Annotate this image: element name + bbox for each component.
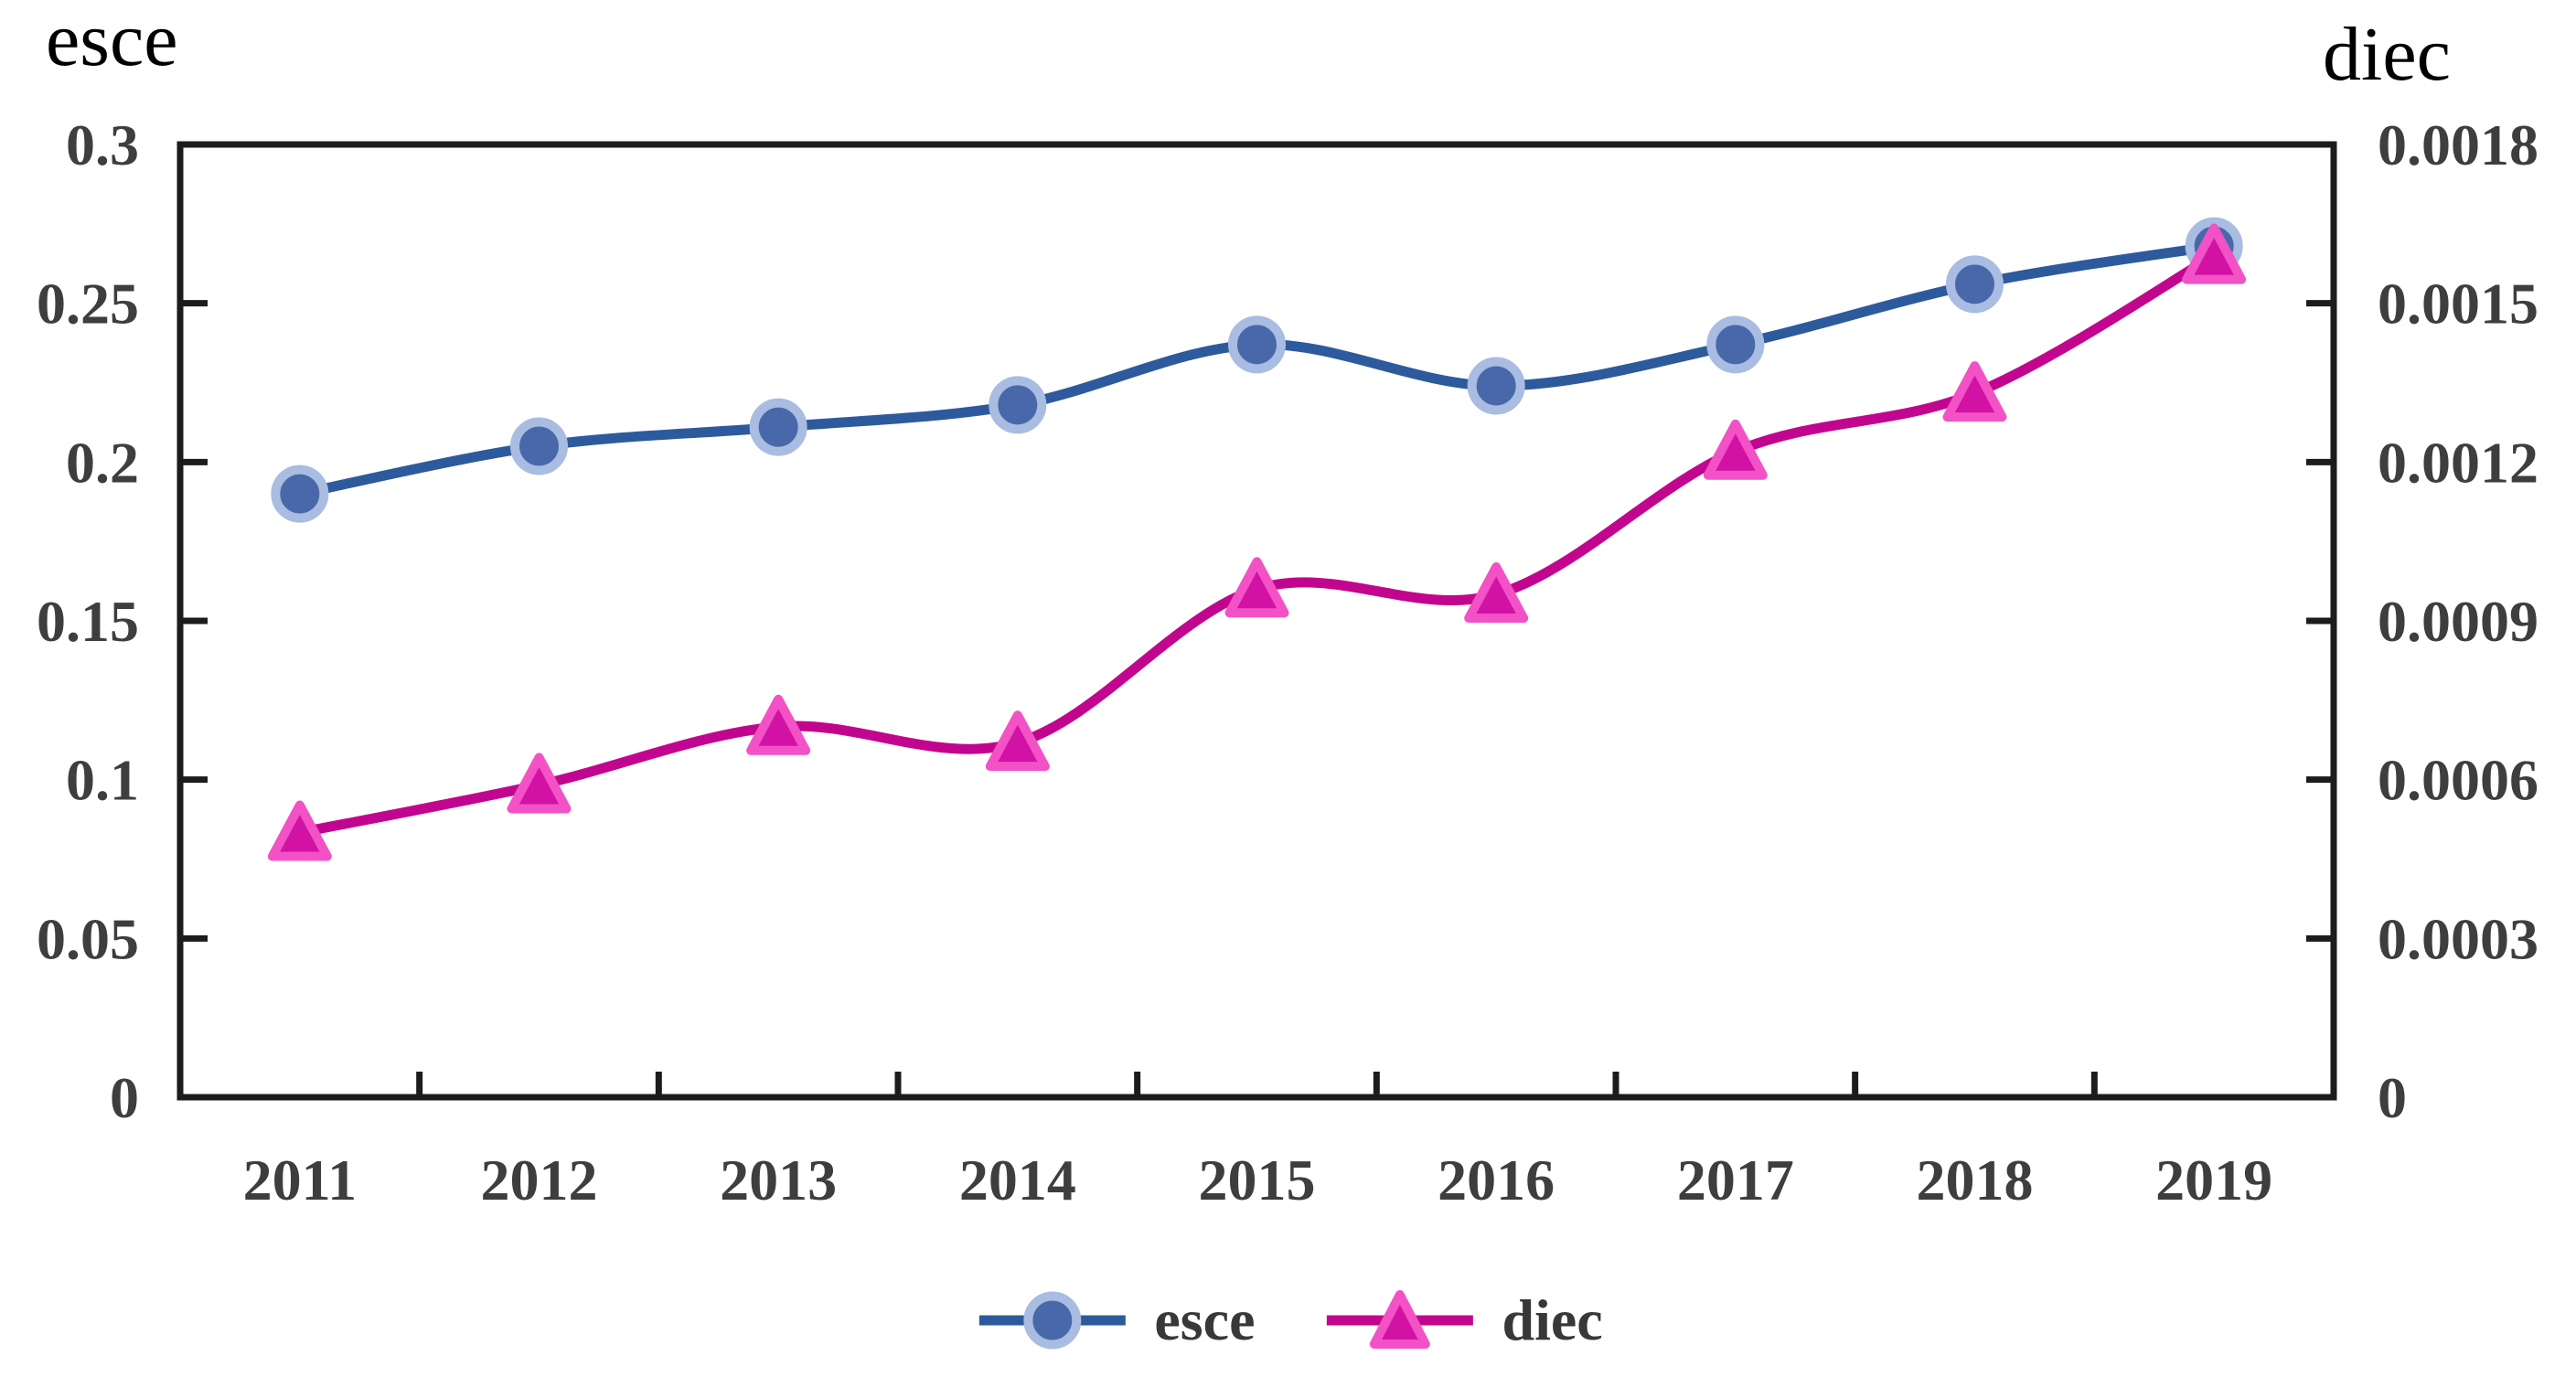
- legend-label-diec: diec: [1502, 1287, 1603, 1352]
- legend: esce diec: [973, 1287, 1603, 1353]
- marker-circle-esce: [989, 376, 1047, 434]
- marker-circle-esce: [749, 398, 807, 456]
- marker-circle-esce: [1228, 315, 1286, 374]
- x-tick-label: 2012: [481, 1148, 598, 1212]
- esce-line-circle-marker-icon: [978, 1291, 1126, 1350]
- marker-circle-esce: [1946, 255, 2004, 314]
- marker-triangle-diec: [267, 800, 332, 861]
- y-right-tick-label: 0.0015: [2378, 272, 2539, 336]
- y-left-tick-label: 0.25: [37, 272, 139, 336]
- y-left-tick-label: 0.1: [66, 748, 139, 813]
- y-right-tick-label: 0: [2378, 1065, 2407, 1130]
- x-tick-label: 2014: [959, 1148, 1076, 1212]
- x-tick-label: 2018: [1917, 1148, 2034, 1212]
- y-right-tick-label: 0.0018: [2378, 112, 2539, 177]
- marker-triangle-diec: [1703, 419, 1768, 480]
- x-tick-label: 2017: [1677, 1148, 1794, 1212]
- y-right-tick-label: 0.0003: [2378, 906, 2539, 971]
- y-left-tick-label: 0.15: [37, 589, 139, 654]
- diec-line-triangle-marker-icon: [1326, 1290, 1473, 1349]
- marker-circle-esce: [1706, 315, 1765, 374]
- y-left-tick-label: 0.3: [66, 112, 139, 177]
- x-tick-label: 2016: [1438, 1148, 1555, 1212]
- marker-triangle-diec: [985, 710, 1050, 772]
- y-left-tick-label: 0.2: [66, 430, 139, 495]
- y-right-tick-label: 0.0009: [2378, 589, 2539, 654]
- marker-triangle-diec: [1224, 557, 1289, 618]
- left-axis-title: esce: [46, 0, 178, 82]
- legend-item-diec: diec: [1320, 1287, 1603, 1353]
- x-tick-label: 2011: [243, 1148, 357, 1212]
- x-tick-label: 2019: [2155, 1148, 2272, 1212]
- x-tick-label: 2013: [720, 1148, 837, 1212]
- right-axis-title: diec: [2323, 12, 2451, 97]
- marker-triangle-diec: [507, 753, 572, 814]
- marker-triangle-diec: [1464, 562, 1529, 624]
- marker-triangle-diec: [2182, 223, 2247, 284]
- y-right-tick-label: 0.0006: [2378, 748, 2539, 813]
- y-left-tick-label: 0.05: [37, 906, 139, 971]
- x-tick-label: 2015: [1199, 1148, 1316, 1212]
- plot-border: [176, 141, 2337, 1101]
- y-right-tick-label: 0.0012: [2378, 430, 2539, 495]
- legend-item-esce: esce: [973, 1287, 1255, 1353]
- marker-circle-esce: [1467, 357, 1525, 415]
- y-left-tick-label: 0: [110, 1065, 139, 1130]
- marker-triangle-diec: [746, 694, 811, 755]
- marker-triangle-diec: [1942, 361, 2007, 422]
- legend-label-esce: esce: [1154, 1287, 1256, 1352]
- marker-circle-esce: [271, 464, 329, 523]
- marker-circle-esce: [510, 417, 568, 475]
